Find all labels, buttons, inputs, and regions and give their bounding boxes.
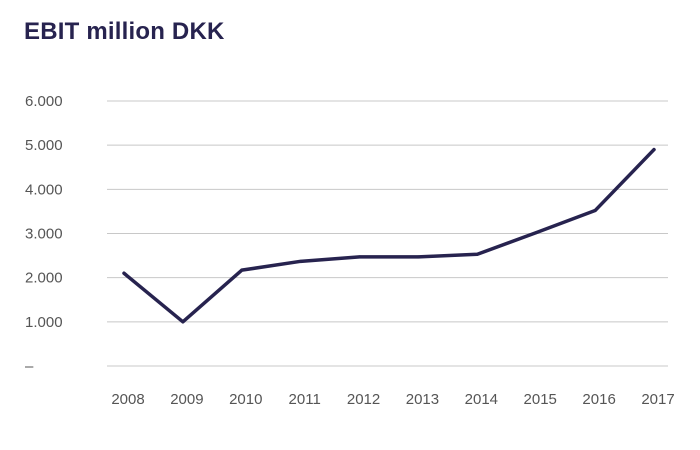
x-tick-label: 2010 [229,391,262,408]
data-point [122,271,126,275]
chart-title: EBIT million DKK [24,18,225,45]
gridlines [107,100,668,367]
y-tick-label: 4.000 [25,181,63,198]
data-point [299,259,303,263]
x-tick-label: 2008 [111,391,144,408]
y-tick-label: 2.000 [25,270,63,287]
y-tick-label: 5.000 [25,137,63,154]
y-tick-label: 1.000 [25,314,63,331]
data-point [181,320,185,324]
data-point [534,231,538,235]
x-tick-label: 2012 [347,391,380,408]
x-axis-ticks: 2008 2009 2010 2011 2012 2013 2014 2015 2016 2017 [111,391,674,408]
data-point [652,148,656,152]
data-point [240,268,244,272]
y-axis-ticks: – 1.000 2.000 3.000 4.000 5.000 6.000 [25,93,63,375]
y-tick-label: 6.000 [25,93,63,110]
x-tick-label: 2009 [170,391,203,408]
x-tick-label: 2017 [641,391,674,408]
x-tick-label: 2016 [582,391,615,408]
data-point [358,255,362,259]
data-point [475,252,479,256]
y-tick-label: 3.000 [25,226,63,243]
y-tick-label: – [25,358,34,375]
series-line [122,147,656,324]
x-tick-label: 2013 [406,391,439,408]
data-point [593,209,597,213]
series-layer [122,147,656,324]
x-tick-label: 2015 [524,391,557,408]
x-tick-label: 2011 [289,391,321,408]
x-tick-label: 2014 [465,391,498,408]
data-point [416,255,420,259]
